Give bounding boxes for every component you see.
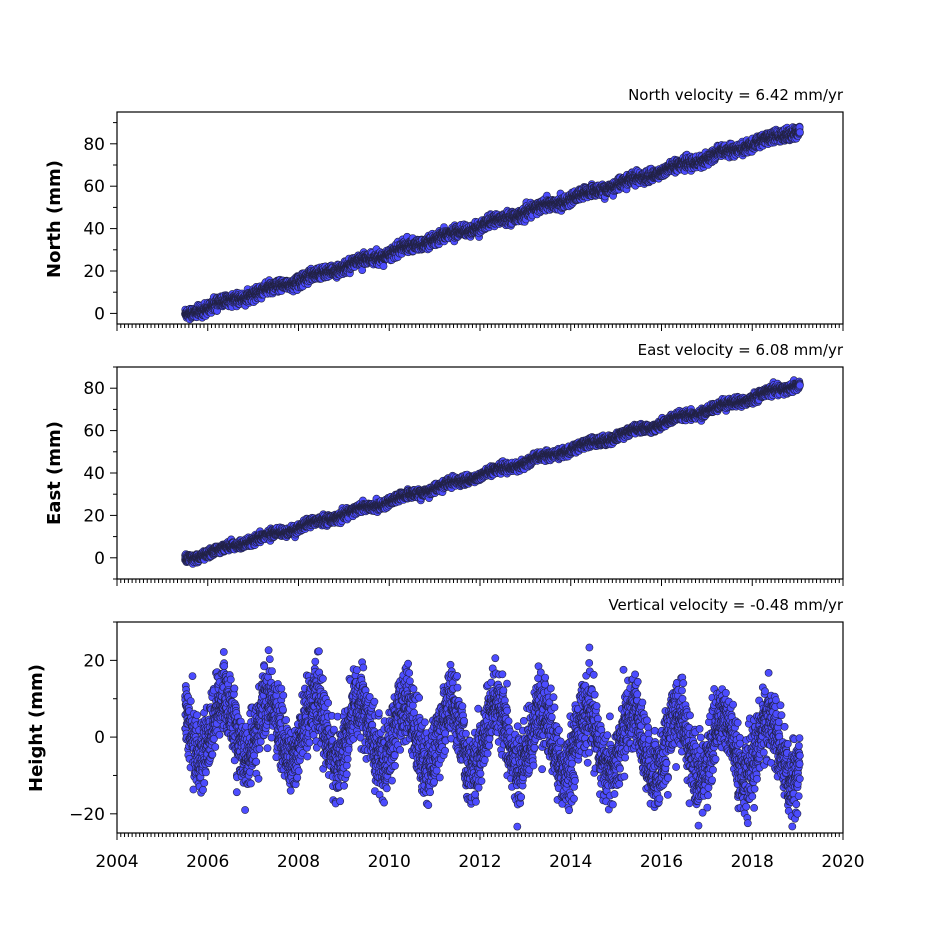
north-data-point: [796, 128, 804, 137]
north-y-tick-label: 0: [94, 304, 105, 324]
north-y-tick-label: 20: [83, 262, 105, 282]
north-velocity-annotation: North velocity = 6.42 mm/yr: [628, 86, 844, 104]
north-y-tick-label: 40: [83, 220, 105, 240]
north-y-tick-label: 80: [83, 135, 105, 155]
north-y-tick-label: 60: [83, 177, 105, 197]
north-data-point: [379, 262, 388, 270]
north-points: [181, 122, 804, 324]
